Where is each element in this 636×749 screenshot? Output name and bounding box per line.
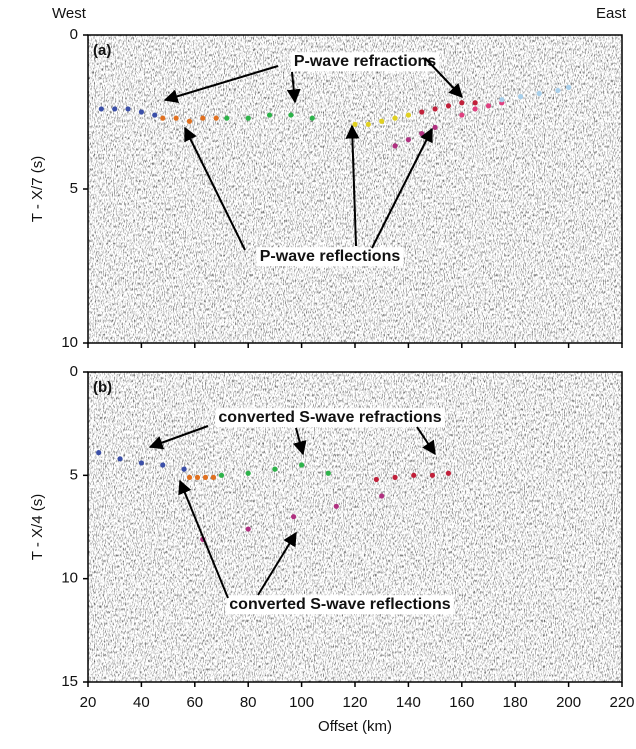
- pick: [213, 115, 219, 121]
- annotation-bg: [215, 408, 445, 428]
- annotation: P-wave reflections: [260, 248, 401, 265]
- x-tick-label: 140: [396, 694, 421, 711]
- pick: [365, 121, 371, 127]
- y-axis-title: T - X/4 (s): [29, 494, 46, 560]
- annotation-bg: [226, 595, 454, 615]
- pick: [379, 118, 385, 124]
- pick: [419, 109, 425, 115]
- panel-label: (a): [93, 42, 111, 59]
- pick: [98, 106, 104, 112]
- pick: [181, 466, 187, 472]
- pick: [411, 472, 417, 478]
- y-tick-label: 10: [61, 570, 78, 587]
- pick: [272, 466, 278, 472]
- pick: [373, 476, 379, 483]
- pick: [499, 97, 505, 103]
- pick: [472, 100, 478, 106]
- x-tick-label: 40: [133, 694, 150, 711]
- pick: [459, 112, 465, 118]
- pick: [445, 470, 452, 476]
- pick: [379, 493, 385, 499]
- pick: [186, 474, 193, 480]
- pick: [125, 106, 131, 112]
- y-tick-label: 15: [61, 673, 78, 690]
- y-axis-title: T - X/7 (s): [29, 156, 46, 222]
- pick: [392, 115, 398, 121]
- pick: [325, 470, 331, 476]
- pick: [160, 115, 166, 121]
- pick: [536, 90, 542, 97]
- x-tick-label: 20: [80, 694, 97, 711]
- pick: [266, 112, 273, 118]
- pick: [432, 106, 438, 112]
- pick: [472, 106, 478, 112]
- pick: [210, 474, 217, 480]
- pick: [245, 526, 251, 532]
- pick: [555, 87, 561, 94]
- annotation: converted S-wave refractions: [218, 409, 441, 426]
- pick: [112, 106, 118, 112]
- pick: [160, 462, 166, 468]
- pick: [245, 470, 251, 476]
- pick: [202, 474, 209, 480]
- x-tick-label: 120: [342, 694, 367, 711]
- y-tick-label: 0: [70, 363, 78, 380]
- pick: [405, 137, 411, 143]
- pick: [405, 112, 411, 118]
- x-tick-label: 180: [503, 694, 528, 711]
- x-tick-label: 100: [289, 694, 314, 711]
- y-tick-label: 0: [70, 26, 78, 43]
- annotation-bg: [256, 247, 404, 267]
- pick: [299, 462, 305, 468]
- x-tick-label: 220: [609, 694, 634, 711]
- pick: [432, 124, 438, 130]
- pick: [459, 100, 465, 106]
- pick: [419, 130, 425, 137]
- pick: [392, 143, 398, 149]
- x-axis-title: Offset (km): [318, 718, 392, 735]
- pick: [200, 115, 206, 121]
- pick: [309, 115, 315, 121]
- pick: [194, 474, 201, 480]
- annotation: P-wave refractions: [294, 53, 436, 70]
- pick: [173, 115, 179, 121]
- pick: [517, 94, 524, 100]
- pick: [445, 103, 452, 109]
- y-tick-label: 5: [70, 180, 78, 197]
- x-tick-label: 200: [556, 694, 581, 711]
- pick: [96, 450, 102, 456]
- pick: [152, 112, 158, 118]
- pick: [224, 115, 230, 121]
- pick: [333, 503, 339, 509]
- x-tick-label: 80: [240, 694, 257, 711]
- annotation-bg: [290, 52, 440, 72]
- pick: [138, 460, 144, 466]
- panel-label: (b): [93, 379, 112, 396]
- east-label: East: [596, 5, 627, 22]
- pick: [138, 109, 144, 115]
- pick: [566, 84, 572, 90]
- pick: [429, 472, 436, 478]
- pick: [352, 121, 358, 127]
- west-label: West: [52, 5, 87, 22]
- annotation: converted S-wave reflections: [229, 596, 451, 613]
- x-tick-label: 160: [449, 694, 474, 711]
- y-tick-label: 10: [61, 334, 78, 351]
- y-tick-label: 5: [70, 466, 78, 483]
- pick: [186, 118, 193, 124]
- pick: [288, 112, 294, 118]
- x-tick-label: 60: [186, 694, 203, 711]
- pick: [218, 472, 225, 478]
- pick: [117, 456, 123, 462]
- panel-a: 0 5 10 T - X/7 (s) (a) West East P-wave refract…: [29, 5, 627, 351]
- pick: [392, 474, 398, 480]
- arrows: [148, 57, 463, 599]
- pick: [245, 115, 251, 121]
- pick: [485, 103, 492, 109]
- pick: [290, 514, 297, 520]
